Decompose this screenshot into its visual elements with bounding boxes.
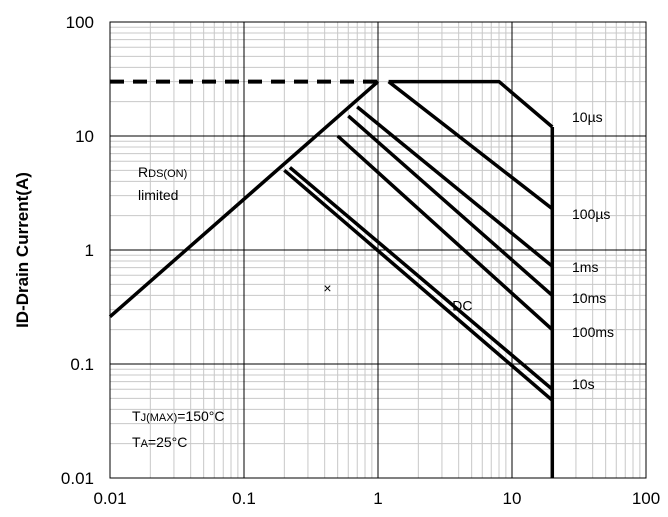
series-line-10s [290, 167, 552, 389]
rds-on-label-sub: DS(ON) [148, 168, 187, 180]
y-tick-label: 100 [66, 13, 94, 32]
y-tick-labels: 0.01 0.1 1 10 100 [61, 13, 94, 488]
series-label-10s: 10s [572, 376, 595, 392]
series-label-dc: DC [452, 297, 472, 313]
y-tick-label: 0.1 [70, 355, 94, 374]
tj-max-label: TJ(MAX)=150°C [132, 408, 224, 424]
x-tick-label: 0.1 [232, 489, 256, 508]
y-tick-label: 10 [75, 127, 94, 146]
tj-max-value: =150°C [177, 408, 224, 424]
series-label-10us: 10µs [572, 109, 603, 125]
ta-label: TA=25°C [132, 434, 187, 450]
rds-on-label-main: R [138, 164, 148, 180]
tj-max-sub: J(MAX) [141, 412, 178, 424]
ta-value: =25°C [148, 434, 187, 450]
series-label-1ms: 1ms [572, 259, 598, 275]
x-tick-labels: 0.01 0.1 1 10 100 [93, 489, 660, 508]
series-label-10ms: 10ms [572, 290, 606, 306]
y-tick-label: 1 [85, 241, 94, 260]
x-tick-label: 1 [373, 489, 382, 508]
y-tick-label: 0.01 [61, 469, 94, 488]
rds-on-label: RDS(ON) [138, 164, 187, 180]
series-line-10us [389, 82, 553, 127]
x-tick-label: 10 [503, 489, 522, 508]
series-line-10ms [348, 116, 552, 296]
x-tick-label: 0.01 [93, 489, 126, 508]
series-line-100us [389, 82, 553, 209]
x-tick-label: 100 [632, 489, 660, 508]
series-label-100ms: 100ms [572, 324, 614, 340]
series-label-100us: 100µs [572, 206, 610, 222]
y-axis-label: ID-Drain Current(A) [13, 172, 32, 328]
rds-limited-label: limited [138, 187, 178, 203]
cross-marker: × [323, 280, 331, 296]
